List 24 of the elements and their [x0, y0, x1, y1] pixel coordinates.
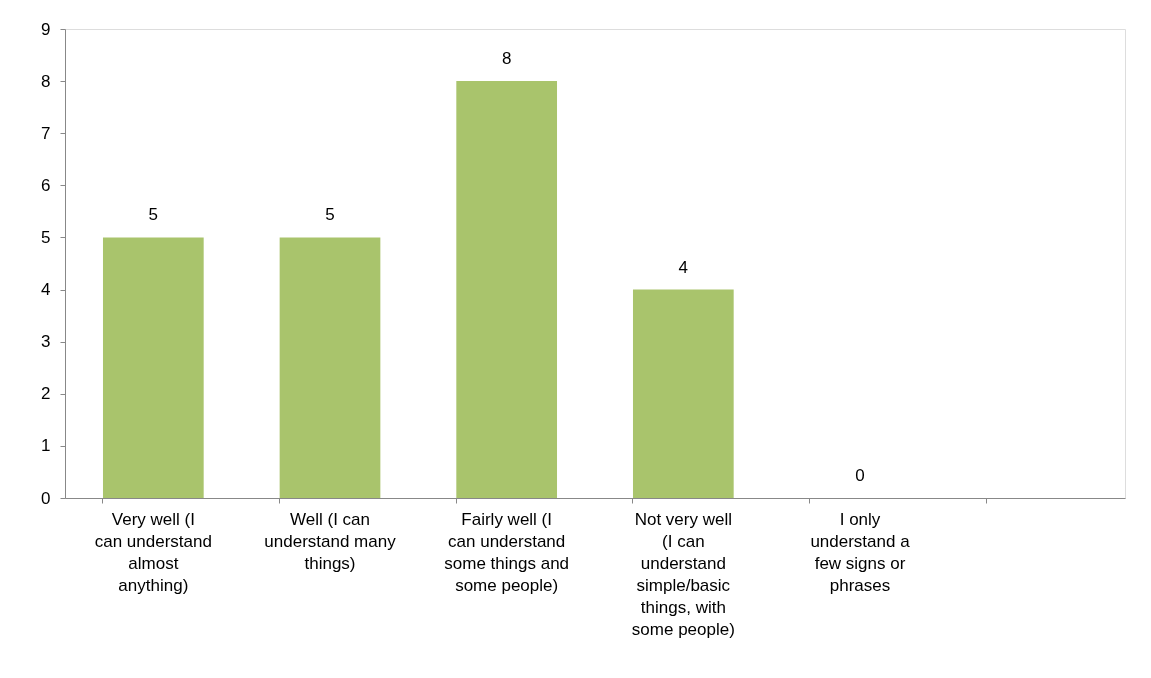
y-tick-label: 1: [41, 436, 51, 456]
y-tick-label: 2: [41, 384, 51, 404]
bar: [456, 81, 558, 498]
x-tick-label: Not very well (I can understand simple/basic things, with some people): [631, 509, 735, 639]
data-label: 4: [678, 257, 689, 277]
data-label: 0: [855, 466, 865, 485]
y-tick-label: 9: [41, 19, 51, 39]
y-tick-label: 7: [41, 123, 51, 143]
y-tick-label: 4: [41, 280, 51, 300]
bar: [102, 237, 204, 498]
data-label: 5: [148, 205, 159, 225]
x-tick-label: I only understand a few signs or phrases: [810, 509, 911, 595]
y-tick-label: 0: [41, 488, 51, 508]
data-label: 8: [501, 49, 512, 69]
y-tick-label: 6: [41, 175, 51, 195]
x-tick-label: Fairly well (I can understand some things and some people): [444, 509, 570, 595]
y-tick-label: 5: [41, 227, 51, 247]
y-tick-label: 3: [41, 332, 51, 352]
bar: [279, 237, 381, 498]
data-label: 5: [325, 205, 335, 225]
x-tick-label: Well (I can understand many things): [264, 509, 397, 573]
bar: [632, 289, 734, 498]
y-tick-label: 8: [41, 71, 51, 91]
x-tick-label: Very well (I can understand almost anything): [94, 509, 212, 595]
